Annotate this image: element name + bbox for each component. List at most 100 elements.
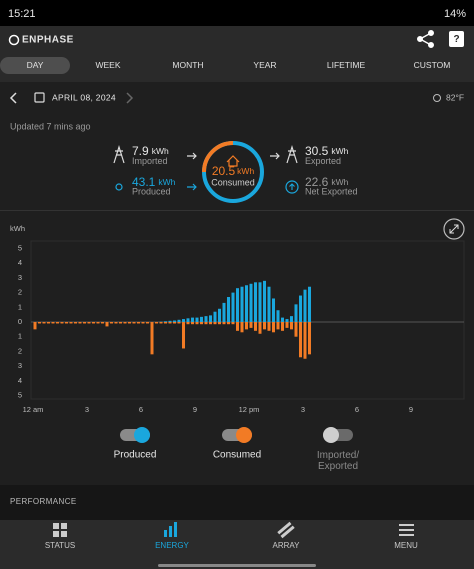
net-exported-label: Net Exported bbox=[305, 186, 358, 196]
nav-label[interactable]: ENERGY bbox=[155, 541, 189, 550]
x-tick-label: 6 bbox=[355, 405, 359, 414]
legend-label[interactable]: Imported/Exported bbox=[317, 450, 359, 472]
y-tick-label: 2 bbox=[18, 346, 22, 355]
value: 43.1 bbox=[132, 175, 156, 189]
y-tick-label: 3 bbox=[18, 273, 22, 282]
bar bbox=[191, 322, 194, 325]
x-tick-label: 12 am bbox=[23, 405, 44, 414]
bar bbox=[164, 322, 167, 324]
bar bbox=[290, 322, 293, 330]
bar bbox=[254, 282, 257, 322]
bar bbox=[150, 322, 154, 355]
bar bbox=[222, 322, 226, 325]
bar bbox=[236, 288, 239, 322]
bar bbox=[290, 316, 293, 322]
nav-label[interactable]: MENU bbox=[394, 541, 418, 550]
bar bbox=[231, 292, 235, 322]
help-icon[interactable] bbox=[449, 31, 464, 47]
bar bbox=[272, 298, 275, 322]
bar bbox=[222, 302, 226, 322]
bar bbox=[74, 322, 77, 324]
legend-knob[interactable] bbox=[323, 427, 339, 443]
exported-label: Exported bbox=[305, 156, 341, 166]
bar bbox=[249, 283, 253, 322]
bar bbox=[308, 322, 311, 355]
divider bbox=[0, 210, 474, 211]
sun-icon bbox=[115, 183, 123, 191]
menu-icon bbox=[399, 524, 414, 536]
x-tick-label: 3 bbox=[85, 405, 89, 414]
consumed-label: Consumed bbox=[211, 177, 255, 187]
next-day[interactable] bbox=[126, 92, 134, 104]
bar bbox=[92, 322, 95, 324]
imported-label: Imported bbox=[132, 156, 168, 166]
legend-label[interactable]: Consumed bbox=[213, 450, 261, 461]
bar bbox=[110, 322, 113, 324]
nav-label[interactable]: ARRAY bbox=[273, 541, 301, 550]
nav-label[interactable]: STATUS bbox=[45, 541, 75, 550]
value: 22.6 bbox=[305, 175, 329, 189]
tab[interactable]: WEEK bbox=[95, 60, 120, 70]
bar bbox=[218, 322, 221, 325]
x-tick-label: 12 pm bbox=[239, 405, 260, 414]
battery: 14% bbox=[444, 8, 466, 20]
date[interactable]: APRIL 08, 2024 bbox=[52, 92, 116, 102]
bar bbox=[186, 322, 190, 325]
share-icon[interactable] bbox=[417, 30, 435, 49]
consumption-ring-import bbox=[202, 141, 234, 173]
bar bbox=[227, 297, 230, 322]
bar bbox=[249, 322, 253, 328]
bar bbox=[272, 322, 275, 333]
tab[interactable]: CUSTOM bbox=[414, 60, 451, 70]
bar bbox=[200, 316, 203, 322]
arrow bbox=[270, 152, 280, 160]
tab[interactable]: YEAR bbox=[253, 60, 276, 70]
unit: kWh bbox=[152, 146, 169, 156]
value: 7.9 bbox=[132, 144, 149, 158]
y-tick-label: 4 bbox=[18, 376, 22, 385]
bar bbox=[281, 317, 284, 322]
bar bbox=[213, 311, 217, 322]
energy-icon bbox=[164, 522, 177, 537]
brand: ENPHASE bbox=[22, 35, 74, 46]
x-tick-label: 6 bbox=[139, 405, 143, 414]
bar bbox=[182, 319, 185, 322]
unit: kWh bbox=[331, 177, 348, 187]
bar bbox=[258, 282, 262, 322]
x-tick-label: 9 bbox=[193, 405, 197, 414]
tab[interactable]: DAY bbox=[27, 60, 44, 70]
bar bbox=[168, 320, 172, 322]
bar bbox=[245, 322, 248, 330]
bar bbox=[146, 322, 149, 324]
legend-label[interactable]: Produced bbox=[114, 450, 157, 461]
bar bbox=[65, 322, 68, 324]
expand-button[interactable] bbox=[443, 218, 465, 240]
status-icon bbox=[53, 523, 67, 537]
y-tick-label: 0 bbox=[18, 317, 22, 326]
legend-knob[interactable] bbox=[134, 427, 150, 443]
y-tick-label: 5 bbox=[18, 243, 22, 252]
tab[interactable]: LIFETIME bbox=[327, 60, 366, 70]
grid-tower-icon bbox=[286, 144, 298, 164]
bar bbox=[119, 322, 122, 324]
bar bbox=[236, 322, 239, 331]
bar bbox=[87, 322, 91, 324]
bar bbox=[285, 322, 289, 328]
bar bbox=[204, 316, 208, 322]
consumed-value: 20.5 kWh bbox=[212, 164, 255, 178]
bar bbox=[294, 322, 298, 337]
tab[interactable]: MONTH bbox=[172, 60, 203, 70]
bar bbox=[195, 317, 199, 322]
net-icon bbox=[285, 180, 299, 194]
calendar-icon[interactable] bbox=[34, 92, 45, 103]
bar bbox=[240, 286, 244, 322]
legend-knob[interactable] bbox=[236, 427, 252, 443]
bar bbox=[267, 286, 271, 322]
section-title: PERFORMANCE bbox=[10, 497, 77, 506]
prev-day[interactable] bbox=[9, 92, 17, 104]
bar bbox=[56, 322, 59, 324]
bar bbox=[258, 322, 262, 334]
bar bbox=[83, 322, 86, 324]
bar bbox=[42, 322, 46, 324]
